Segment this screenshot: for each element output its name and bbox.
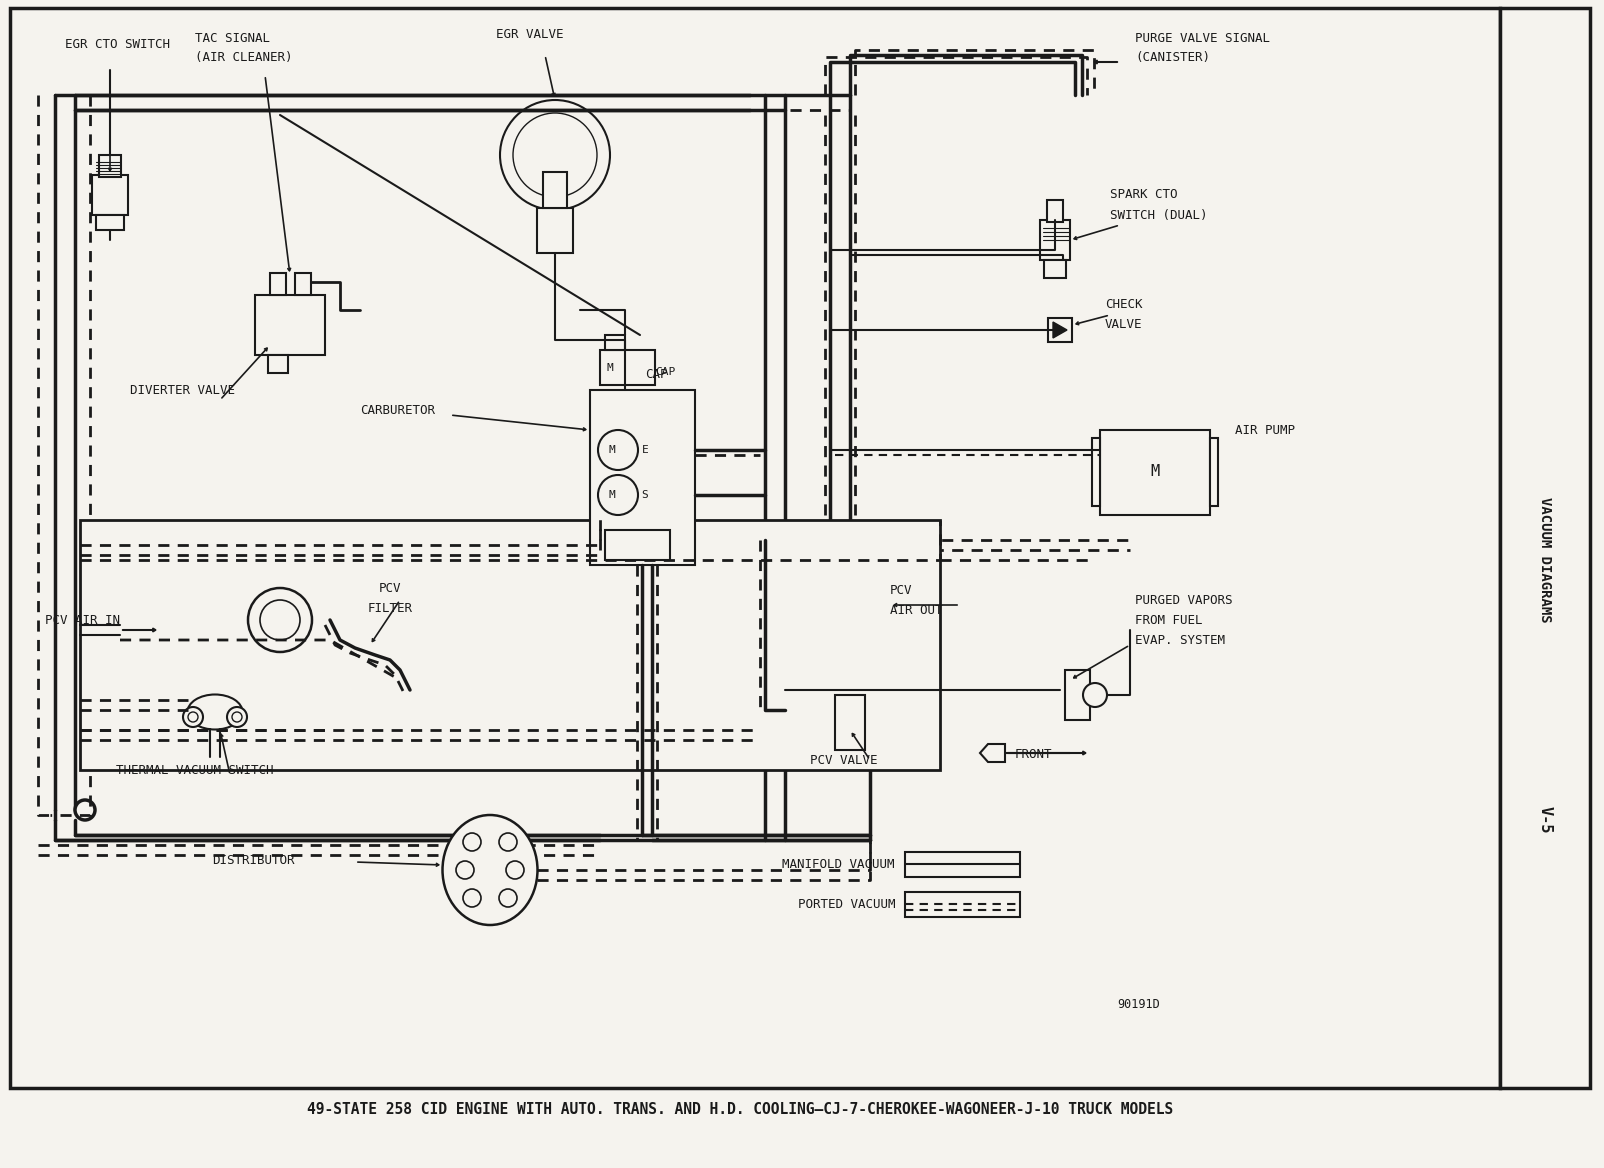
Text: PURGED VAPORS: PURGED VAPORS xyxy=(1136,593,1232,606)
Text: 49-STATE 258 CID ENGINE WITH AUTO. TRANS. AND H.D. COOLING—CJ-7-CHEROKEE-WAGONEE: 49-STATE 258 CID ENGINE WITH AUTO. TRANS… xyxy=(306,1103,1173,1118)
Bar xyxy=(1500,8,1590,1089)
Text: M: M xyxy=(608,491,616,500)
Text: VALVE: VALVE xyxy=(1105,319,1142,332)
Bar xyxy=(99,155,120,178)
Text: MANIFOLD VACUUM: MANIFOLD VACUUM xyxy=(783,858,895,871)
Text: EVAP. SYSTEM: EVAP. SYSTEM xyxy=(1136,633,1225,647)
Bar xyxy=(80,520,940,770)
Text: THERMAL VACUUM SWITCH: THERMAL VACUUM SWITCH xyxy=(115,764,274,777)
Text: PCV VALVE: PCV VALVE xyxy=(810,753,877,766)
Bar xyxy=(295,273,311,296)
Ellipse shape xyxy=(443,815,537,925)
Polygon shape xyxy=(1052,322,1067,338)
Text: VACUUM DIAGRAMS: VACUUM DIAGRAMS xyxy=(1538,498,1553,623)
Bar xyxy=(544,172,566,208)
Bar xyxy=(96,215,124,230)
Circle shape xyxy=(464,833,481,851)
Circle shape xyxy=(456,861,475,880)
Text: DIVERTER VALVE: DIVERTER VALVE xyxy=(130,383,236,396)
Bar xyxy=(537,208,573,253)
Bar xyxy=(255,296,326,355)
Text: 90191D: 90191D xyxy=(1118,999,1160,1011)
Bar xyxy=(1092,438,1100,506)
Circle shape xyxy=(784,710,805,730)
Circle shape xyxy=(233,712,242,722)
Bar xyxy=(600,350,654,385)
Text: PCV AIR IN: PCV AIR IN xyxy=(45,613,120,626)
Text: PURGE VALVE SIGNAL: PURGE VALVE SIGNAL xyxy=(1136,32,1270,44)
Bar xyxy=(269,273,286,296)
Text: EGR VALVE: EGR VALVE xyxy=(496,28,563,42)
Polygon shape xyxy=(980,744,1006,762)
Bar xyxy=(836,695,865,750)
Text: CAP: CAP xyxy=(654,367,675,377)
Bar xyxy=(1209,438,1217,506)
Text: SWITCH (DUAL): SWITCH (DUAL) xyxy=(1110,209,1208,222)
Circle shape xyxy=(499,833,516,851)
Text: SPARK CTO: SPARK CTO xyxy=(1110,188,1177,202)
Text: CARBURETOR: CARBURETOR xyxy=(359,403,435,417)
Circle shape xyxy=(505,861,525,880)
Bar xyxy=(91,175,128,215)
Bar xyxy=(1047,318,1071,342)
Circle shape xyxy=(249,588,313,652)
Text: FROM FUEL: FROM FUEL xyxy=(1136,613,1203,626)
Text: S: S xyxy=(642,491,648,500)
Bar xyxy=(1039,220,1070,260)
Ellipse shape xyxy=(188,695,242,730)
Text: DISTRIBUTOR: DISTRIBUTOR xyxy=(212,854,295,867)
Text: TAC SIGNAL: TAC SIGNAL xyxy=(196,32,269,44)
Circle shape xyxy=(499,889,516,908)
Circle shape xyxy=(598,430,638,470)
Circle shape xyxy=(188,712,197,722)
Circle shape xyxy=(598,475,638,515)
Circle shape xyxy=(500,100,610,210)
Circle shape xyxy=(75,800,95,820)
Bar xyxy=(1047,200,1063,222)
Text: CHECK: CHECK xyxy=(1105,299,1142,312)
Text: PORTED VACUUM: PORTED VACUUM xyxy=(797,898,895,911)
Circle shape xyxy=(464,889,481,908)
Text: M: M xyxy=(606,363,613,373)
Text: AIR OUT: AIR OUT xyxy=(890,604,943,617)
Bar xyxy=(905,851,1020,877)
Bar xyxy=(1044,260,1067,278)
Text: AIR PUMP: AIR PUMP xyxy=(1235,424,1294,437)
Text: M: M xyxy=(1150,465,1160,480)
Circle shape xyxy=(513,113,597,197)
Bar xyxy=(268,355,289,373)
Circle shape xyxy=(1083,683,1107,707)
Circle shape xyxy=(228,707,247,726)
Bar xyxy=(590,390,695,565)
Text: V-5: V-5 xyxy=(1538,806,1553,834)
Text: CAP: CAP xyxy=(645,368,667,382)
Bar xyxy=(605,335,626,350)
Text: FILTER: FILTER xyxy=(367,602,412,614)
Circle shape xyxy=(260,600,300,640)
Bar xyxy=(1100,430,1209,515)
Bar xyxy=(905,892,1020,917)
Circle shape xyxy=(183,707,204,726)
Bar xyxy=(1065,670,1091,719)
Bar xyxy=(605,530,670,559)
Text: FRONT: FRONT xyxy=(1015,749,1052,762)
Text: E: E xyxy=(642,445,648,456)
Text: EGR CTO SWITCH: EGR CTO SWITCH xyxy=(66,39,170,51)
Text: (CANISTER): (CANISTER) xyxy=(1136,51,1209,64)
Text: M: M xyxy=(608,445,616,456)
Text: (AIR CLEANER): (AIR CLEANER) xyxy=(196,51,292,64)
Text: PCV: PCV xyxy=(890,584,913,597)
Text: PCV: PCV xyxy=(379,582,401,595)
